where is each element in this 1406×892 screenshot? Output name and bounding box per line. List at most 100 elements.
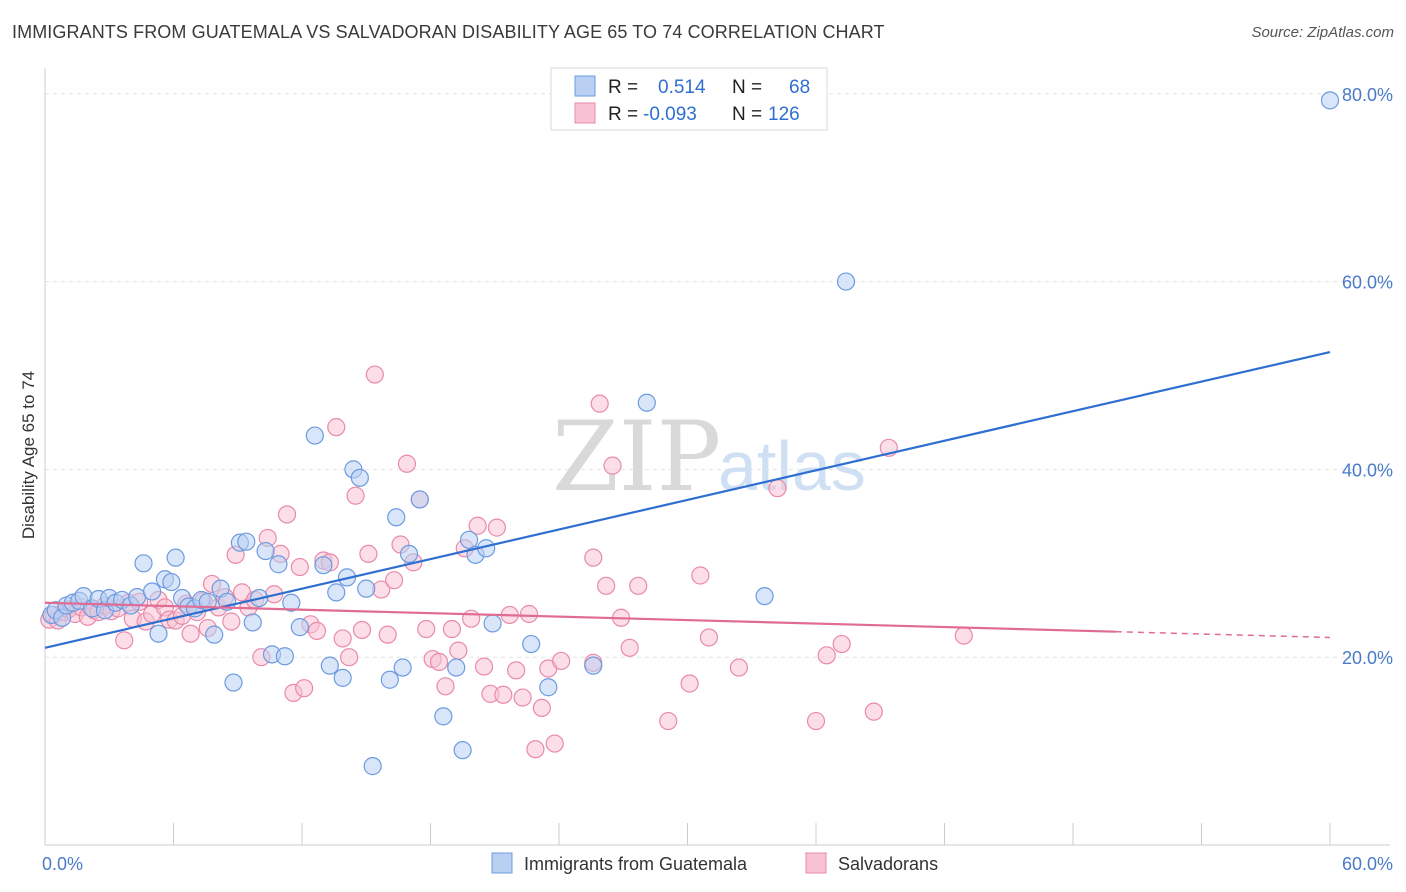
salvadoran-trend-line — [44, 601, 1116, 633]
salvadoran-point — [487, 518, 506, 537]
guatemala-point — [327, 583, 346, 602]
salvadoran-point — [494, 685, 513, 704]
x-tick-label: 0.0% — [42, 854, 83, 874]
salvadoran-point — [806, 711, 826, 731]
salvadoran-point — [545, 734, 564, 753]
legend-label-salvadorans: Salvadorans — [838, 854, 938, 874]
correlation-legend: R = 0.514 N = 68 R = -0.093 N = 126 — [550, 67, 828, 131]
guatemala-point — [333, 668, 352, 687]
salvadoran-point — [954, 626, 973, 645]
salvadoran-point — [181, 624, 200, 643]
guatemala-point — [637, 393, 656, 412]
guatemala-point — [243, 613, 262, 632]
salvadoran-point — [449, 641, 468, 660]
trend-lines — [44, 350, 1331, 649]
guatemala-point — [399, 544, 419, 564]
guatemala-point — [350, 468, 369, 487]
grid-lines — [45, 93, 1390, 658]
salvadoran-point — [462, 609, 481, 628]
guatemala-point — [393, 658, 412, 677]
salvadoran-point — [526, 740, 545, 759]
y-tick-label: 20.0% — [1342, 648, 1393, 668]
salvadoran-point — [519, 604, 539, 624]
guatemala-point — [305, 426, 324, 445]
guatemala-point — [282, 593, 301, 612]
salvadoran-point — [532, 698, 551, 718]
salvadoran-point — [417, 619, 436, 639]
salvadoran-point — [333, 629, 352, 648]
salvadoran-point — [507, 661, 526, 680]
guatemala-point — [269, 555, 288, 574]
guatemala-point — [314, 556, 333, 575]
salvadoran-point — [346, 486, 365, 505]
salvadoran-point — [468, 516, 487, 535]
y-tick-label: 60.0% — [1342, 273, 1393, 293]
y-tick-label: 80.0% — [1342, 85, 1393, 105]
legend-r-label: R = — [608, 77, 638, 98]
guatemala-point — [256, 541, 275, 561]
legend-swatch-salvadorans — [805, 852, 827, 874]
legend-r-label: R = — [608, 104, 638, 125]
salvadoran-point — [365, 365, 384, 384]
guatemala-point — [363, 757, 382, 776]
legend-r-value-pink: -0.093 — [643, 104, 697, 125]
guatemala-point — [357, 579, 376, 598]
guatemala-point — [224, 673, 243, 692]
salvadoran-point — [603, 456, 622, 475]
guatemala-point — [459, 530, 479, 549]
salvadoran-point — [295, 679, 314, 698]
watermark-atlas: atlas — [718, 427, 866, 505]
salvadoran-point — [277, 505, 297, 524]
guatemala-point — [447, 658, 466, 677]
legend-n-label: N = — [732, 77, 762, 98]
guatemala-point — [290, 618, 309, 637]
guatemala-point — [755, 587, 774, 606]
guatemala-point — [584, 656, 603, 675]
chart-title: IMMIGRANTS FROM GUATEMALA VS SALVADORAN … — [12, 22, 885, 42]
salvadoran-point — [474, 657, 494, 676]
salvadoran-point — [659, 711, 678, 731]
guatemala-point — [134, 554, 153, 573]
salvadoran-point — [768, 479, 787, 498]
guatemala-point — [539, 678, 558, 697]
salvadoran-point — [307, 621, 327, 641]
guatemala-point — [380, 670, 399, 689]
guatemala-point — [275, 647, 294, 666]
guatemala-point — [149, 624, 168, 643]
legend-n-label: N = — [732, 104, 762, 125]
series-legend: Immigrants from Guatemala Salvadorans — [491, 852, 938, 874]
salvadoran-point — [442, 619, 462, 639]
salvadoran-point — [832, 634, 851, 654]
guatemala-point — [237, 532, 256, 551]
tick-labels: 20.0% 40.0% 60.0% 80.0% 0.0% 60.0% — [42, 85, 1393, 874]
salvadoran-point — [384, 571, 404, 590]
salvadoran-point — [359, 544, 378, 564]
guatemala-trend-line — [44, 350, 1331, 649]
guatemala-point — [320, 656, 339, 675]
salvadoran-point — [729, 658, 749, 677]
salvadoran-point — [691, 566, 710, 585]
salvadoran-point — [327, 418, 346, 437]
salvadoran-point — [222, 612, 241, 631]
salvadoran-point — [817, 646, 836, 665]
salvadoran-point — [352, 620, 372, 640]
guatemala-point — [387, 508, 406, 527]
salvadoran-point — [397, 454, 417, 473]
guatemala-point — [162, 572, 181, 592]
legend-n-value-blue: 68 — [789, 77, 810, 98]
salvadoran-point — [629, 576, 648, 595]
x-tick-label: 60.0% — [1342, 854, 1393, 874]
salvadoran-point — [620, 638, 639, 657]
guatemala-point — [434, 707, 453, 726]
guatemala-point — [522, 634, 541, 654]
salvadoran-point — [864, 702, 883, 721]
salvadoran-point — [378, 625, 397, 644]
guatemala-points — [42, 91, 1340, 776]
guatemala-point — [453, 741, 472, 760]
salvadoran-point — [429, 652, 449, 671]
guatemala-point — [142, 582, 162, 601]
legend-label-guatemala: Immigrants from Guatemala — [524, 854, 748, 874]
guatemala-point — [166, 548, 185, 567]
salvadoran-point — [513, 688, 532, 707]
